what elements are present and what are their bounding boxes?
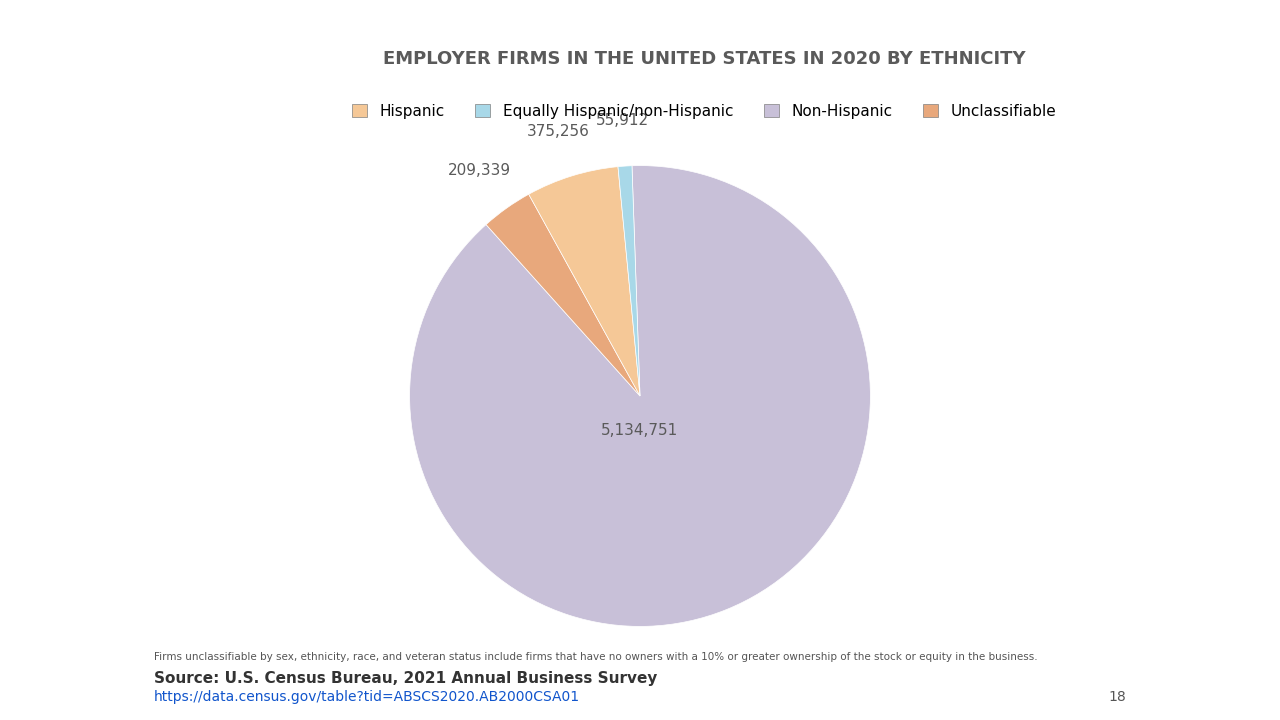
Text: EMPLOYER FIRMS IN THE UNITED STATES IN 2020 BY ETHNICITY: EMPLOYER FIRMS IN THE UNITED STATES IN 2…	[383, 50, 1025, 68]
Text: 209,339: 209,339	[448, 163, 512, 178]
Text: 375,256: 375,256	[527, 125, 590, 140]
Text: 5,134,751: 5,134,751	[602, 423, 678, 438]
Text: 55,912: 55,912	[595, 112, 649, 127]
Wedge shape	[486, 194, 640, 396]
Wedge shape	[529, 166, 640, 396]
Text: https://data.census.gov/table?tid=ABSCS2020.AB2000CSA01: https://data.census.gov/table?tid=ABSCS2…	[154, 690, 580, 703]
Text: Firms unclassifiable by sex, ethnicity, race, and veteran status include firms t: Firms unclassifiable by sex, ethnicity, …	[154, 652, 1037, 662]
Legend: Hispanic, Equally Hispanic/non-Hispanic, Non-Hispanic, Unclassifiable: Hispanic, Equally Hispanic/non-Hispanic,…	[346, 98, 1062, 125]
Wedge shape	[410, 166, 870, 626]
Text: Source: U.S. Census Bureau, 2021 Annual Business Survey: Source: U.S. Census Bureau, 2021 Annual …	[154, 671, 657, 686]
Text: 18: 18	[1108, 690, 1126, 703]
Wedge shape	[618, 166, 640, 396]
